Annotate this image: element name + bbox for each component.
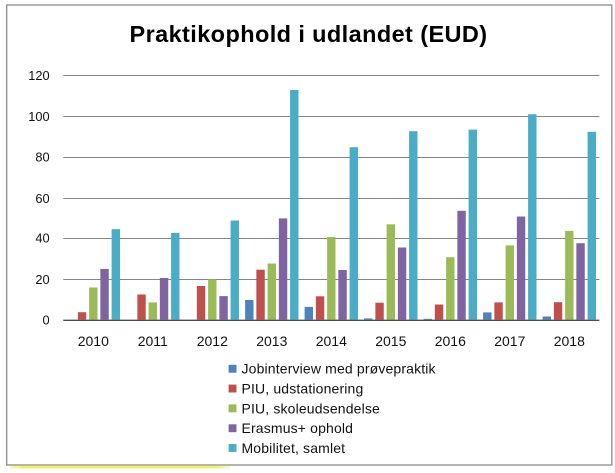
svg-text:Mobilitet, samlet: Mobilitet, samlet [242, 440, 346, 456]
svg-text:PIU, skoleudsendelse: PIU, skoleudsendelse [242, 400, 380, 416]
svg-text:2018: 2018 [554, 333, 585, 349]
svg-text:2013: 2013 [256, 333, 287, 349]
svg-text:80: 80 [35, 149, 49, 164]
svg-text:0: 0 [42, 312, 49, 327]
svg-text:PIU, udstationering: PIU, udstationering [242, 381, 364, 397]
svg-text:Erasmus+ ophold: Erasmus+ ophold [242, 420, 354, 436]
svg-text:20: 20 [35, 272, 49, 287]
svg-text:120: 120 [28, 68, 49, 83]
svg-text:40: 40 [35, 231, 49, 246]
svg-text:Jobinterview med prøvepraktik: Jobinterview med prøvepraktik [242, 361, 437, 377]
svg-text:2017: 2017 [494, 333, 525, 349]
svg-text:Praktikophold i udlandet (EUD): Praktikophold i udlandet (EUD) [130, 21, 488, 47]
svg-text:2012: 2012 [197, 333, 228, 349]
svg-text:2015: 2015 [375, 333, 406, 349]
svg-text:2011: 2011 [138, 333, 168, 349]
svg-text:2016: 2016 [435, 333, 466, 349]
svg-text:2010: 2010 [78, 333, 109, 349]
svg-text:2014: 2014 [316, 333, 347, 349]
svg-text:100: 100 [28, 109, 49, 124]
svg-text:60: 60 [35, 191, 49, 206]
